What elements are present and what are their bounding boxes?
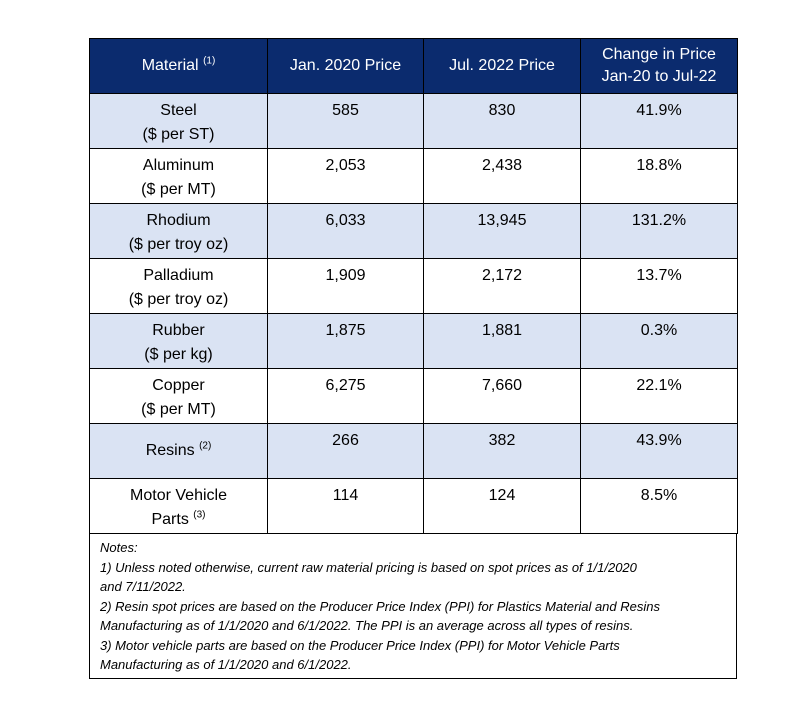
jan-2020-price-cell: 266 [267, 423, 424, 479]
material-name: Palladium [143, 267, 214, 284]
note-line: Manufacturing as of 1/1/2020 and 6/1/202… [100, 657, 352, 672]
material-cell: Resins (2) [89, 423, 268, 479]
header-material-label: Material [141, 57, 199, 74]
table-row-rubber: Rubber ($ per kg) 1,875 1,881 0.3% [89, 313, 738, 369]
change-cell: 131.2% [580, 203, 738, 259]
change-cell: 8.5% [580, 478, 738, 534]
jul-2022-price-cell: 7,660 [423, 368, 581, 424]
material-unit: ($ per MT) [141, 181, 216, 198]
raw-material-price-table-container: Material (1) Jan. 2020 Price Jul. 2022 P… [89, 38, 738, 679]
jul-2022-price-cell: 2,172 [423, 258, 581, 314]
jul-2022-price-cell: 2,438 [423, 148, 581, 204]
table-row-steel: Steel ($ per ST) 585 830 41.9% [89, 93, 738, 149]
material-name: Copper [152, 377, 205, 394]
jan-2020-price-cell: 6,275 [267, 368, 424, 424]
table-row-resins: Resins (2) 266 382 43.9% [89, 423, 738, 479]
header-material-footnote: (1) [203, 55, 216, 67]
material-cell: Palladium ($ per troy oz) [89, 258, 268, 314]
note-line: 3) Motor vehicle parts are based on the … [100, 637, 620, 653]
table-row-copper: Copper ($ per MT) 6,275 7,660 22.1% [89, 368, 738, 424]
material-name: Rhodium [146, 212, 211, 229]
jul-2022-price-cell: 124 [423, 478, 581, 534]
material-unit: ($ per troy oz) [128, 236, 229, 253]
header-change-line2: Jan-20 to Jul-22 [601, 68, 717, 85]
header-change-in-price: Change in Price Jan-20 to Jul-22 [580, 38, 738, 94]
jan-2020-price-cell: 1,875 [267, 313, 424, 369]
material-name: Steel [160, 102, 197, 119]
jul-2022-price-cell: 830 [423, 93, 581, 149]
header-jan-2020-price: Jan. 2020 Price [267, 38, 424, 94]
table-row-rhodium: Rhodium ($ per troy oz) 6,033 13,945 131.… [89, 203, 738, 259]
jul-2022-price-cell: 382 [423, 423, 581, 479]
note-line: 2) Resin spot prices are based on the Pr… [100, 598, 660, 614]
material-name: Motor Vehicle [130, 487, 227, 504]
material-name: Rubber [152, 322, 205, 339]
material-name: Aluminum [142, 157, 215, 174]
change-cell: 0.3% [580, 313, 738, 369]
jan-2020-price-cell: 2,053 [267, 148, 424, 204]
material-unit: ($ per troy oz) [128, 291, 229, 308]
material-name-line2: Parts [151, 511, 189, 528]
jan-2020-price-cell: 114 [267, 478, 424, 534]
jan-2020-price-cell: 585 [267, 93, 424, 149]
jul-2022-price-cell: 1,881 [423, 313, 581, 369]
jan-2020-price-cell: 6,033 [267, 203, 424, 259]
note-line: 1) Unless noted otherwise, current raw m… [100, 559, 637, 575]
notes-box: Notes: 1) Unless noted otherwise, curren… [89, 534, 737, 679]
raw-material-price-table: Material (1) Jan. 2020 Price Jul. 2022 P… [89, 38, 738, 534]
material-unit: ($ per kg) [144, 346, 213, 363]
material-footnote: (3) [193, 509, 206, 521]
table-row-motor-vehicle-parts: Motor Vehicle Parts (3) 114 124 8.5% [89, 478, 738, 534]
material-unit: ($ per MT) [141, 401, 216, 418]
material-cell: Rubber ($ per kg) [89, 313, 268, 369]
header-change-line1: Change in Price [602, 46, 716, 63]
change-cell: 18.8% [580, 148, 738, 204]
note-line: Manufacturing as of 1/1/2020 and 6/1/202… [100, 618, 634, 633]
header-row: Material (1) Jan. 2020 Price Jul. 2022 P… [89, 38, 738, 94]
table-row-palladium: Palladium ($ per troy oz) 1,909 2,172 13.… [89, 258, 738, 314]
material-name: Resins [145, 442, 195, 459]
table-row-aluminum: Aluminum ($ per MT) 2,053 2,438 18.8% [89, 148, 738, 204]
material-footnote: (2) [199, 440, 212, 452]
note-line: and 7/11/2022. [100, 579, 186, 594]
material-cell: Steel ($ per ST) [89, 93, 268, 149]
jan-2020-price-cell: 1,909 [267, 258, 424, 314]
material-cell: Aluminum ($ per MT) [89, 148, 268, 204]
change-cell: 43.9% [580, 423, 738, 479]
material-unit: ($ per ST) [142, 126, 215, 143]
notes-heading: Notes: [100, 540, 138, 555]
material-cell: Motor Vehicle Parts (3) [89, 478, 268, 534]
change-cell: 22.1% [580, 368, 738, 424]
jul-2022-price-cell: 13,945 [423, 203, 581, 259]
material-cell: Rhodium ($ per troy oz) [89, 203, 268, 259]
header-material: Material (1) [89, 38, 268, 94]
change-cell: 41.9% [580, 93, 738, 149]
change-cell: 13.7% [580, 258, 738, 314]
material-cell: Copper ($ per MT) [89, 368, 268, 424]
header-jul-2022-price: Jul. 2022 Price [423, 38, 581, 94]
